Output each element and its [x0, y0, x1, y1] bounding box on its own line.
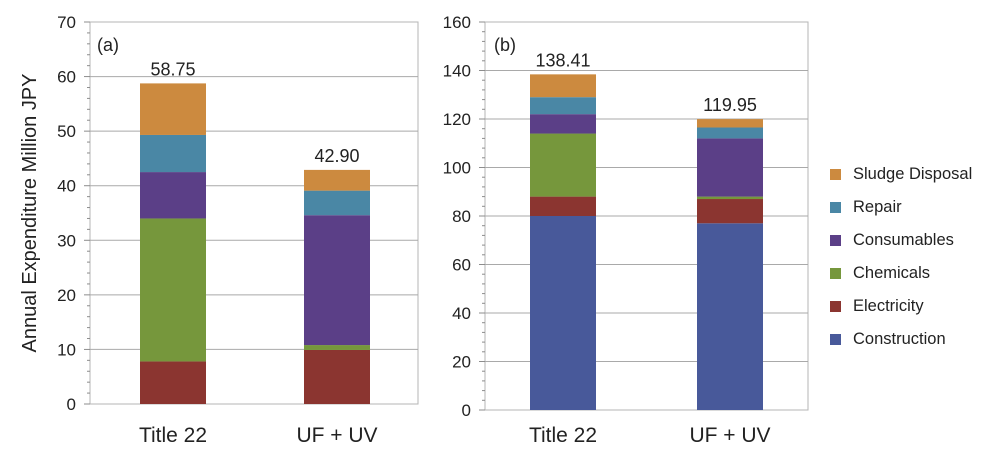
bar-segment-repair [304, 190, 370, 216]
bar-segment-sludge-disposal [530, 74, 596, 98]
y-tick-label: 60 [57, 68, 76, 87]
bar-segment-sludge-disposal [697, 119, 763, 128]
y-tick-label: 0 [67, 395, 76, 414]
y-tick-label: 20 [452, 353, 471, 372]
y-axis-title: Annual Expenditure Million JPY [19, 73, 41, 352]
legend: Sludge Disposal Repair Consumables Chemi… [830, 158, 972, 356]
bar-segment-repair [140, 134, 206, 173]
bar-segment-electricity [304, 349, 370, 404]
y-tick-label: 10 [57, 340, 76, 359]
legend-swatch [830, 202, 841, 213]
bar-segment-consumables [140, 172, 206, 219]
bar-segment-chemicals [140, 218, 206, 362]
legend-item-sludge-disposal: Sludge Disposal [830, 158, 972, 191]
legend-swatch [830, 169, 841, 180]
x-tick-label: UF + UV [689, 424, 770, 444]
bar-segment-consumables [304, 215, 370, 346]
legend-swatch [830, 235, 841, 246]
y-tick-label: 40 [452, 304, 471, 323]
y-tick-label: 40 [57, 177, 76, 196]
y-tick-label: 80 [452, 207, 471, 226]
legend-label: Repair [853, 198, 902, 216]
legend-item-repair: Repair [830, 191, 972, 224]
legend-swatch [830, 301, 841, 312]
legend-label: Construction [853, 330, 946, 348]
y-tick-label: 50 [57, 122, 76, 141]
legend-label: Electricity [853, 297, 924, 315]
y-tick-label: 140 [443, 62, 471, 81]
bar-segment-chemicals [530, 133, 596, 197]
panel-label: (a) [97, 35, 119, 55]
legend-label: Consumables [853, 231, 954, 249]
panel-label: (b) [494, 35, 516, 55]
data-label-total: 42.90 [314, 146, 359, 166]
legend-item-electricity: Electricity [830, 290, 972, 323]
x-tick-label: UF + UV [296, 424, 377, 444]
y-tick-label: 70 [57, 13, 76, 32]
data-label-total: 119.95 [703, 95, 757, 115]
bar-segment-construction [697, 223, 763, 410]
y-tick-label: 160 [443, 13, 471, 32]
data-label-total: 138.41 [535, 50, 590, 70]
bar-segment-electricity [530, 196, 596, 216]
legend-swatch [830, 268, 841, 279]
bar-segment-consumables [697, 138, 763, 197]
bar-segment-chemicals [304, 345, 370, 350]
x-tick-label: Title 22 [139, 424, 207, 444]
plot-frame [89, 21, 419, 405]
legend-item-chemicals: Chemicals [830, 257, 972, 290]
bar-segment-repair [697, 127, 763, 139]
legend-label: Chemicals [853, 264, 931, 282]
y-tick-label: 60 [452, 256, 471, 275]
bar-segment-electricity [697, 199, 763, 224]
bar-segment-repair [530, 97, 596, 115]
legend-item-consumables: Consumables [830, 224, 972, 257]
y-tick-label: 20 [57, 286, 76, 305]
data-label-total: 58.75 [150, 59, 195, 79]
legend-item-construction: Construction [830, 323, 972, 356]
bar-segment-sludge-disposal [304, 169, 370, 191]
bar-segment-consumables [530, 114, 596, 134]
x-tick-label: Title 22 [529, 424, 597, 444]
y-tick-label: 100 [443, 159, 471, 178]
y-tick-label: 30 [57, 231, 76, 250]
bar-segment-chemicals [697, 196, 763, 200]
legend-label: Sludge Disposal [853, 165, 973, 183]
bar-segment-sludge-disposal [140, 83, 206, 135]
y-tick-label: 0 [462, 401, 471, 420]
bar-segment-construction [530, 216, 596, 410]
legend-swatch [830, 334, 841, 345]
y-tick-label: 120 [443, 110, 471, 129]
bar-segment-electricity [140, 361, 206, 404]
